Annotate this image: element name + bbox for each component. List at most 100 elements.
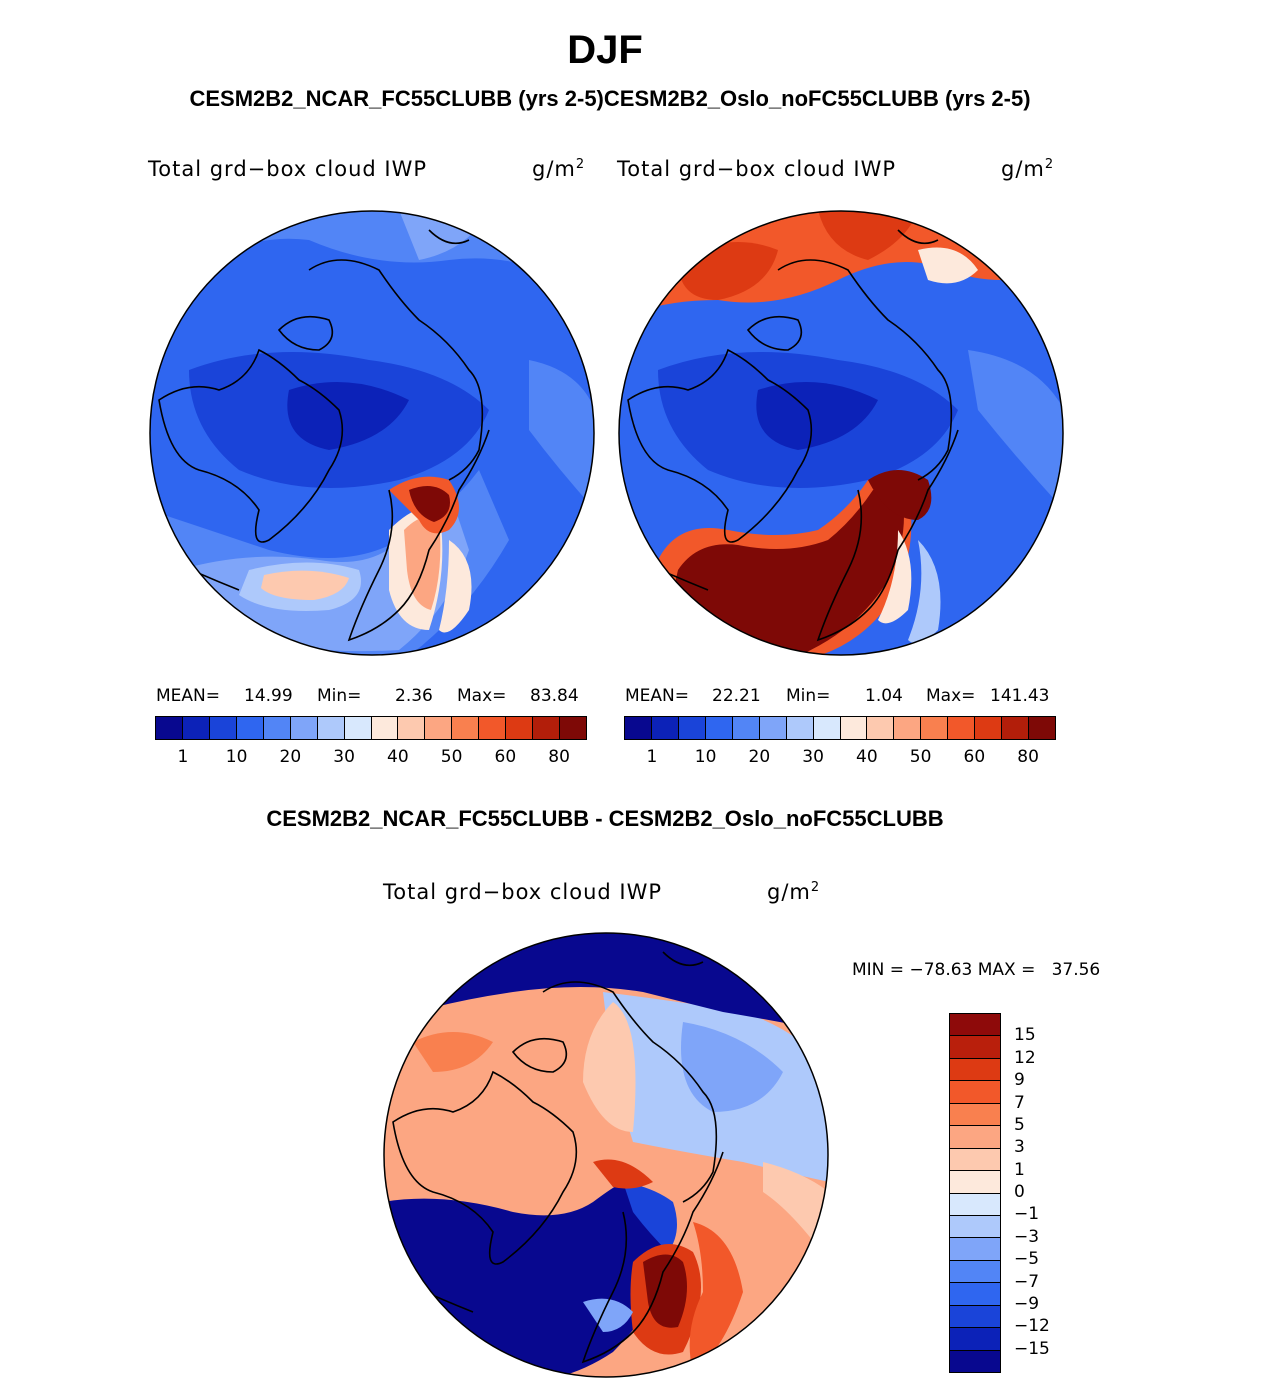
colorbar-swatch [398, 717, 426, 739]
diff-units: g/m2 [767, 880, 821, 904]
colorbar-swatch [950, 1126, 1000, 1149]
colorbar-swatch [651, 717, 679, 739]
colorbar-swatch [290, 717, 318, 739]
colorbar-swatch [1029, 717, 1055, 739]
colorbar-swatch [894, 717, 922, 739]
panel2-max-value: 141.43 [990, 686, 1050, 706]
colorbar-swatch [950, 1081, 1000, 1104]
colorbar-swatch [479, 717, 507, 739]
colorbar-panel2: 1 10 20 30 40 50 60 80 [624, 716, 1056, 777]
colorbar-panel1: 1 10 20 30 40 50 60 80 [155, 716, 587, 777]
colorbar-tick-label: 50 [440, 747, 463, 767]
panel1-min-value: 2.36 [395, 686, 433, 706]
colorbar-tick-label: −7 [1014, 1271, 1040, 1292]
panel2-mean-label: MEAN= [625, 686, 689, 706]
colorbar-tick-label: 30 [802, 747, 824, 767]
colorbar-swatch [950, 1171, 1000, 1194]
colorbar-swatch [950, 1103, 1000, 1127]
colorbar-swatch [950, 1238, 1000, 1261]
colorbar-tick-label: 9 [1014, 1070, 1025, 1091]
colorbar-swatch [263, 717, 291, 739]
colorbar-swatch [950, 1036, 1000, 1059]
colorbar-tick-label: −5 [1014, 1249, 1040, 1270]
map-difference-polar [383, 932, 829, 1378]
colorbar-swatch [317, 717, 345, 739]
colorbar-tick-label: 10 [694, 747, 717, 767]
colorbar-swatch [560, 717, 586, 739]
colorbar-swatch [813, 717, 841, 739]
colorbar-swatch [452, 717, 480, 739]
colorbar-swatch [156, 717, 183, 739]
colorbar-swatch [950, 1283, 1000, 1306]
colorbar-tick-label: 5 [1014, 1114, 1025, 1135]
colorbar-tick-label: −3 [1014, 1226, 1040, 1247]
colorbar-swatch [921, 717, 949, 739]
diff-variable-label: Total grd−box cloud IWP [383, 880, 663, 904]
panel1-units: g/m2 [532, 157, 586, 181]
colorbar-swatch [786, 717, 814, 739]
panel1-max-label: Max= [457, 686, 507, 706]
colorbar-tick-label: 20 [279, 747, 302, 767]
colorbar-tick-label: 30 [333, 747, 355, 767]
colorbar-swatch [948, 717, 976, 739]
colorbar-swatch [950, 1058, 1000, 1082]
colorbar-tick-label: 80 [1017, 747, 1039, 767]
colorbar-swatch [950, 1014, 1000, 1037]
colorbar-tick-label: −9 [1014, 1293, 1040, 1314]
colorbar-swatch [950, 1260, 1000, 1284]
colorbar-tick-label: −12 [1014, 1316, 1050, 1337]
colorbar-tick-label: −15 [1014, 1338, 1050, 1359]
panel1-mean-label: MEAN= [156, 686, 220, 706]
map-ncar-polar [149, 210, 595, 656]
colorbar-tick-label: 60 [963, 747, 986, 767]
colorbar-swatch [950, 1148, 1000, 1172]
panel2-max-label: Max= [926, 686, 976, 706]
colorbar-swatch [950, 1305, 1000, 1329]
colorbar-tick-label: −1 [1014, 1204, 1040, 1225]
colorbar-swatch [209, 717, 237, 739]
colorbar-swatch [425, 717, 453, 739]
panel2-variable-label: Total grd−box cloud IWP [617, 157, 897, 181]
panel1-variable-label: Total grd−box cloud IWP [148, 157, 428, 181]
colorbar-tick-label: 7 [1014, 1092, 1025, 1113]
colorbar-swatch [344, 717, 372, 739]
colorbar-swatch [1002, 717, 1030, 739]
colorbar-tick-label: 40 [387, 747, 409, 767]
panel1-max-value: 83.84 [530, 686, 579, 706]
panel1-mean-value: 14.99 [244, 686, 293, 706]
colorbar-tick-label: 80 [548, 747, 570, 767]
page-title: DJF [567, 28, 643, 72]
colorbar-tick-label: 1 [646, 747, 658, 767]
colorbar-swatch [950, 1328, 1000, 1351]
colorbar-swatch [950, 1215, 1000, 1239]
map-oslo-polar [618, 210, 1064, 656]
colorbar-swatch [950, 1350, 1000, 1372]
panel2-min-label: Min= [786, 686, 831, 706]
colorbar-tick-label: 1 [1014, 1159, 1025, 1180]
colorbar-tick-label: 12 [1014, 1047, 1036, 1068]
diff-minmax: MIN = −78.63 MAX = 37.56 [852, 960, 1101, 980]
colorbar-tick-label: 60 [494, 747, 517, 767]
colorbar-swatch [759, 717, 787, 739]
colorbar-swatch [625, 717, 652, 739]
panel2-min-value: 1.04 [865, 686, 903, 706]
colorbar-difference: 15 12 9 7 5 3 1 0 −1 −3 −5 −7 −9 −12 −15 [949, 1013, 1080, 1373]
colorbar-tick-label: 15 [1014, 1025, 1036, 1046]
colorbar-tick-label: 0 [1014, 1182, 1025, 1202]
panel2-units: g/m2 [1001, 157, 1055, 181]
colorbar-swatch [975, 717, 1003, 739]
panel1-min-label: Min= [317, 686, 362, 706]
colorbar-swatch [705, 717, 733, 739]
colorbar-tick-label: 10 [225, 747, 248, 767]
colorbar-swatch [732, 717, 760, 739]
colorbar-swatch [840, 717, 868, 739]
colorbar-tick-label: 3 [1014, 1137, 1025, 1158]
difference-title: CESM2B2_NCAR_FC55CLUBB - CESM2B2_Oslo_no… [266, 806, 944, 831]
colorbar-tick-label: 20 [748, 747, 771, 767]
colorbar-swatch [867, 717, 895, 739]
colorbar-tick-label: 40 [856, 747, 878, 767]
colorbar-swatch [678, 717, 706, 739]
colorbar-swatch [950, 1193, 1000, 1216]
colorbar-swatch [533, 717, 561, 739]
colorbar-swatch [371, 717, 399, 739]
